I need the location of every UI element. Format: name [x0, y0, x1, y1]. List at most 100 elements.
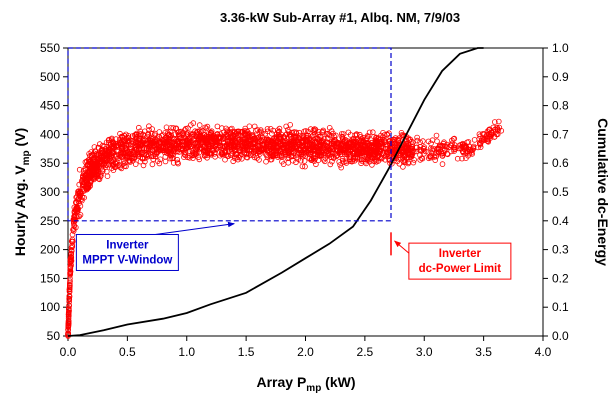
scatter-point: [251, 139, 258, 145]
scatter-point: [167, 155, 174, 162]
scatter-point: [328, 140, 335, 147]
scatter-point: [81, 194, 87, 201]
scatter-point: [187, 152, 193, 159]
scatter-point: [147, 146, 154, 153]
scatter-point: [484, 136, 491, 142]
scatter-point: [224, 144, 231, 151]
scatter-point: [254, 127, 261, 133]
scatter-point: [321, 158, 328, 165]
scatter-point: [376, 149, 383, 155]
mppt-window-annotation-box: [75, 233, 179, 271]
scatter-point: [102, 151, 109, 158]
scatter-point: [396, 155, 403, 161]
scatter-point: [491, 119, 498, 125]
scatter-point: [68, 244, 75, 251]
scatter-point: [310, 154, 317, 161]
scatter-point: [66, 306, 72, 312]
x-tick-label: 4.0: [535, 345, 552, 359]
x-tick-label: 2.0: [297, 345, 314, 359]
scatter-point: [488, 132, 495, 139]
scatter-point: [85, 180, 91, 187]
scatter-point: [307, 146, 314, 153]
scatter-point: [378, 138, 384, 145]
scatter-point: [438, 142, 445, 149]
scatter-point: [296, 147, 303, 154]
scatter-point: [331, 140, 337, 147]
scatter-point: [322, 155, 329, 161]
scatter-point: [179, 146, 186, 152]
scatter-point: [216, 140, 223, 147]
scatter-point: [340, 147, 347, 153]
scatter-point: [267, 138, 274, 145]
scatter-point: [255, 145, 262, 152]
power-limit-annotation-arrow: [394, 240, 410, 254]
scatter-point: [301, 158, 308, 164]
scatter-point: [276, 140, 283, 147]
scatter-point: [100, 168, 106, 174]
scatter-point: [252, 145, 259, 151]
scatter-point: [181, 133, 187, 139]
scatter-point: [317, 141, 324, 148]
scatter-point: [211, 139, 217, 146]
scatter-point: [104, 151, 110, 158]
scatter-point: [330, 146, 336, 152]
scatter-point: [271, 135, 278, 141]
scatter-point: [353, 138, 360, 145]
scatter-point: [123, 163, 129, 170]
scatter-point: [85, 163, 92, 169]
scatter-point: [237, 139, 243, 145]
scatter-point: [288, 136, 294, 142]
scatter-point: [88, 158, 94, 165]
scatter-point: [433, 132, 440, 139]
scatter-point: [227, 138, 233, 145]
scatter-point: [71, 208, 78, 215]
scatter-point: [311, 158, 318, 164]
scatter-point: [409, 147, 416, 154]
scatter-point: [292, 144, 299, 151]
scatter-point: [108, 136, 115, 143]
scatter-point: [68, 254, 74, 261]
scatter-point: [65, 319, 72, 325]
scatter-point: [316, 149, 323, 156]
scatter-point: [372, 152, 379, 158]
scatter-point: [207, 147, 213, 154]
scatter-point: [414, 134, 420, 141]
scatter-point: [284, 147, 291, 154]
scatter-point: [362, 147, 369, 153]
scatter-point: [220, 136, 227, 142]
scatter-point: [343, 143, 349, 149]
scatter-point: [333, 147, 340, 154]
scatter-point: [110, 148, 117, 155]
scatter-point: [75, 206, 82, 212]
scatter-point: [356, 131, 363, 138]
scatter-point: [289, 129, 295, 136]
scatter-point: [434, 138, 440, 145]
scatter-point: [267, 126, 274, 132]
y-tick-label: 200: [40, 243, 60, 257]
scatter-point: [446, 144, 453, 150]
scatter-point: [311, 147, 317, 153]
scatter-point: [224, 127, 231, 134]
scatter-point: [88, 152, 95, 159]
scatter-point: [382, 157, 389, 163]
scatter-point: [137, 149, 144, 156]
scatter-point: [360, 134, 366, 141]
scatter-point: [454, 155, 461, 162]
scatter-point: [150, 153, 157, 160]
plot-frame: [67, 47, 544, 337]
scatter-point: [170, 160, 177, 166]
x-tick-label: 0.5: [119, 345, 136, 359]
scatter-point: [132, 161, 139, 168]
scatter-point: [303, 138, 310, 145]
scatter-point: [183, 125, 189, 132]
scatter-point: [402, 142, 409, 149]
y2-tick-label: 0.7: [552, 127, 569, 141]
scatter-point: [320, 128, 326, 135]
scatter-point: [204, 123, 211, 130]
scatter-point: [93, 155, 100, 161]
x-axis-title: Array Pmp (kW): [256, 374, 355, 394]
scatter-point: [214, 123, 221, 130]
scatter-point: [251, 154, 258, 161]
scatter-point: [151, 132, 158, 138]
